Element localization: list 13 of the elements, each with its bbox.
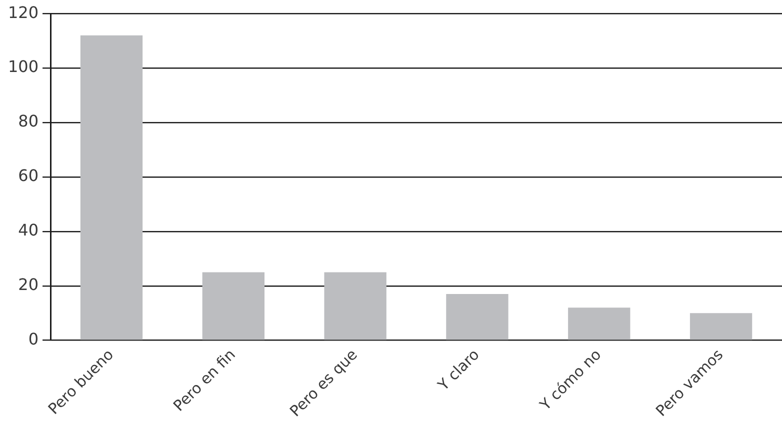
y-tick-label: 20 <box>18 275 39 294</box>
bar <box>202 272 264 340</box>
bar <box>446 294 508 340</box>
y-tick-label: 120 <box>8 2 39 22</box>
bar <box>324 272 386 340</box>
y-tick-label: 80 <box>18 112 39 131</box>
bar <box>568 308 630 340</box>
bar <box>80 35 143 340</box>
y-tick-label: 60 <box>18 166 39 186</box>
y-tick-label: 0 <box>28 329 39 348</box>
bar <box>690 313 752 340</box>
y-tick-label: 40 <box>18 220 39 240</box>
y-tick-label: 100 <box>8 57 39 76</box>
